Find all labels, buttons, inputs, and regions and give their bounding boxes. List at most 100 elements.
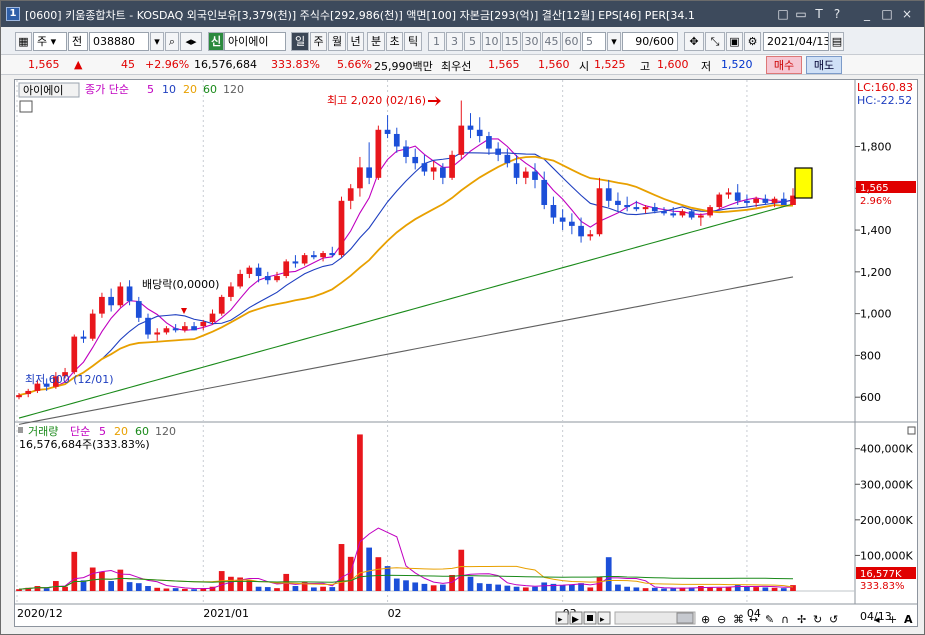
volume-bar[interactable]	[532, 586, 538, 591]
candle[interactable]	[357, 167, 363, 189]
period-minute-button[interactable]: 분	[367, 32, 385, 51]
volume-bar[interactable]	[264, 587, 271, 591]
interval-3-button[interactable]: 3	[446, 32, 463, 51]
volume-bar[interactable]	[246, 580, 253, 591]
candle[interactable]	[375, 129, 382, 178]
volume-bar[interactable]	[403, 580, 409, 591]
scroll-play-button[interactable]	[569, 611, 583, 625]
candle[interactable]	[550, 204, 557, 218]
candle[interactable]	[16, 395, 22, 398]
crosshair-icon[interactable]: ✥	[684, 32, 704, 51]
view-select[interactable]: 전	[68, 32, 88, 51]
volume-bar[interactable]	[522, 587, 529, 591]
volume-bar[interactable]	[163, 588, 170, 591]
stock-code-input[interactable]: 038880	[89, 32, 149, 51]
candle[interactable]	[670, 213, 677, 216]
volume-bar[interactable]	[698, 586, 704, 591]
volume-bar[interactable]	[605, 557, 612, 591]
candle[interactable]	[661, 211, 667, 214]
scroll-first-button[interactable]	[555, 611, 569, 625]
volume-bar[interactable]	[762, 587, 769, 591]
ma5-label[interactable]: 5	[147, 83, 154, 96]
candle[interactable]	[495, 148, 501, 155]
candle[interactable]	[596, 188, 603, 235]
volume-bar[interactable]	[651, 587, 658, 591]
interval-45-button[interactable]: 45	[542, 32, 561, 51]
volume-bar[interactable]	[771, 587, 778, 591]
volume-bar[interactable]	[135, 583, 142, 591]
scroll-left-icon[interactable]: ◂	[874, 613, 880, 626]
candle[interactable]	[117, 286, 124, 306]
candle[interactable]	[679, 211, 686, 216]
candle[interactable]	[522, 171, 529, 178]
volume-bar[interactable]	[615, 584, 621, 591]
interval-60-button[interactable]: 60	[562, 32, 581, 51]
period-month-button[interactable]: 월	[328, 32, 346, 51]
volume-bar[interactable]	[661, 588, 667, 591]
volume-bar[interactable]	[182, 588, 188, 591]
auto-scale-icon[interactable]: A	[904, 613, 913, 626]
interval-5-button[interactable]: 5	[464, 32, 481, 51]
volume-bar[interactable]	[384, 566, 391, 591]
candle[interactable]	[338, 200, 345, 256]
candle[interactable]	[421, 163, 428, 172]
volume-bar[interactable]	[89, 567, 96, 591]
volume-bar[interactable]	[320, 586, 326, 591]
candle[interactable]	[688, 211, 695, 218]
candle[interactable]	[707, 207, 713, 216]
volume-bar[interactable]	[145, 586, 151, 591]
ma10-label[interactable]: 10	[162, 83, 176, 96]
volume-bar[interactable]	[707, 587, 713, 591]
volume-bar[interactable]	[780, 588, 787, 591]
volume-bar[interactable]	[283, 573, 290, 591]
interval-1-button[interactable]: 1	[428, 32, 445, 51]
text-icon[interactable]: T	[815, 7, 823, 21]
candle[interactable]	[458, 125, 465, 155]
minimize-icon[interactable]: _	[864, 7, 870, 21]
stock-tag-box[interactable]	[18, 82, 80, 98]
period-select[interactable]: 주 ▾	[33, 32, 67, 51]
volume-bar[interactable]	[550, 583, 557, 591]
candle[interactable]	[780, 198, 787, 205]
buy-button[interactable]: 매수	[766, 56, 802, 74]
grid-menu-icon[interactable]: ▦	[15, 32, 32, 51]
volume-bar[interactable]	[412, 582, 419, 591]
volume-bar[interactable]	[467, 576, 474, 591]
candle[interactable]	[274, 276, 280, 281]
draw-line-icon[interactable]: ✎	[765, 613, 774, 626]
interval-10-button[interactable]: 10	[482, 32, 501, 51]
volume-panel-close-icon[interactable]	[907, 426, 916, 435]
volume-bar[interactable]	[237, 577, 243, 591]
volume-bar[interactable]	[99, 571, 105, 591]
draw-tool-icon[interactable]: ⤡	[705, 32, 725, 51]
vol-ma5-label[interactable]: 5	[99, 425, 106, 438]
candle[interactable]	[762, 198, 769, 203]
volume-bar[interactable]	[301, 582, 308, 591]
volume-bar[interactable]	[117, 569, 124, 591]
volume-bar[interactable]	[440, 584, 446, 591]
volume-bar[interactable]	[679, 587, 686, 591]
ma20-label[interactable]: 20	[183, 83, 197, 96]
candle[interactable]	[449, 154, 455, 178]
candle[interactable]	[504, 154, 511, 164]
candle[interactable]	[403, 146, 409, 157]
candle[interactable]	[347, 188, 354, 201]
candle[interactable]	[651, 207, 658, 212]
volume-bar[interactable]	[200, 588, 207, 591]
volume-bar[interactable]	[108, 581, 114, 591]
volume-bar[interactable]	[71, 551, 78, 591]
candle[interactable]	[126, 286, 133, 302]
candle[interactable]	[34, 383, 41, 391]
table-toggle-icon[interactable]	[19, 100, 33, 113]
candle[interactable]	[71, 336, 78, 373]
chart-canvas[interactable]: 6008001,0001,2001,4001,6001,800100,000K2…	[15, 80, 917, 626]
candle[interactable]	[163, 328, 170, 333]
candle[interactable]	[182, 326, 188, 331]
volume-bar[interactable]	[716, 587, 723, 591]
candle[interactable]	[301, 255, 308, 264]
volume-bar[interactable]	[476, 583, 483, 591]
candle[interactable]	[366, 167, 372, 178]
volume-bar[interactable]	[126, 582, 133, 591]
link-window-icon[interactable]: □	[777, 7, 789, 21]
date-input[interactable]: 2021/04/13	[763, 32, 829, 51]
